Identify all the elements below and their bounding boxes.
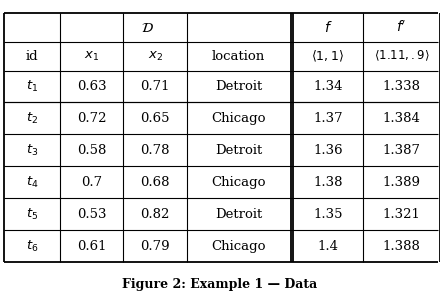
Text: 0.78: 0.78: [140, 144, 170, 157]
Text: 0.61: 0.61: [77, 239, 106, 252]
Text: Detroit: Detroit: [215, 144, 262, 157]
Text: Detroit: Detroit: [215, 207, 262, 221]
Text: 0.58: 0.58: [77, 144, 106, 157]
Text: 0.82: 0.82: [140, 207, 170, 221]
Text: $t_{5}$: $t_{5}$: [26, 207, 38, 222]
Text: 1.36: 1.36: [313, 144, 343, 157]
Text: $t_{6}$: $t_{6}$: [26, 239, 38, 254]
Text: Chicago: Chicago: [212, 239, 266, 252]
Text: 1.387: 1.387: [383, 144, 421, 157]
Text: id: id: [26, 50, 38, 63]
Text: $\mathcal{D}$: $\mathcal{D}$: [141, 21, 154, 35]
Text: $x_1$: $x_1$: [84, 50, 99, 63]
Text: 0.65: 0.65: [140, 112, 170, 125]
Text: 1.384: 1.384: [383, 112, 421, 125]
Text: Detroit: Detroit: [215, 80, 262, 93]
Text: 1.35: 1.35: [313, 207, 343, 221]
Text: $t_{3}$: $t_{3}$: [26, 143, 38, 158]
Text: location: location: [212, 50, 265, 63]
Text: $\langle 1, 1 \rangle$: $\langle 1, 1 \rangle$: [312, 49, 345, 64]
Text: $t_{4}$: $t_{4}$: [26, 175, 38, 190]
Text: 1.338: 1.338: [383, 80, 421, 93]
Text: 1.34: 1.34: [313, 80, 343, 93]
Text: $x_2$: $x_2$: [148, 50, 163, 63]
Text: 0.71: 0.71: [140, 80, 170, 93]
Text: 1.4: 1.4: [318, 239, 338, 252]
Text: $f'$: $f'$: [396, 20, 407, 35]
Text: Chicago: Chicago: [212, 112, 266, 125]
Text: $f$: $f$: [324, 20, 332, 35]
Text: Chicago: Chicago: [212, 176, 266, 189]
Text: 1.388: 1.388: [383, 239, 421, 252]
Text: 1.38: 1.38: [313, 176, 343, 189]
Text: 0.63: 0.63: [77, 80, 106, 93]
Text: 0.72: 0.72: [77, 112, 106, 125]
Text: 0.68: 0.68: [140, 176, 170, 189]
Text: 0.79: 0.79: [140, 239, 170, 252]
Text: 1.37: 1.37: [313, 112, 343, 125]
Text: Figure 2: Example 1 — Data: Figure 2: Example 1 — Data: [122, 278, 318, 291]
Text: 0.7: 0.7: [81, 176, 102, 189]
Text: 1.321: 1.321: [383, 207, 421, 221]
Text: 0.53: 0.53: [77, 207, 106, 221]
Text: $\langle 1.11, .9 \rangle$: $\langle 1.11, .9 \rangle$: [374, 49, 429, 63]
Text: $t_{1}$: $t_{1}$: [26, 79, 38, 94]
Text: 1.389: 1.389: [383, 176, 421, 189]
Text: $t_{2}$: $t_{2}$: [26, 111, 38, 126]
